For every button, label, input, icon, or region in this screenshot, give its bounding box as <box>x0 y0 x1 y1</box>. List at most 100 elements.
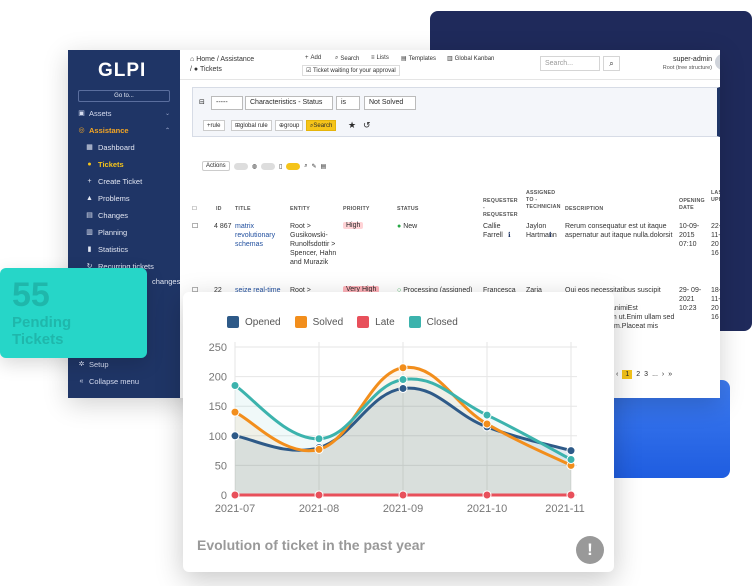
next-page-icon[interactable]: › <box>661 371 665 378</box>
legend-item[interactable]: Late <box>357 316 395 328</box>
ticket-title-link[interactable]: matrix revolutionary schemas <box>235 223 276 248</box>
glpi-logo: GLPI <box>98 60 147 81</box>
breadcrumb-assistance[interactable]: Assistance <box>220 56 255 63</box>
star-icon[interactable]: ★ <box>348 120 357 130</box>
legend-item[interactable]: Opened <box>227 316 281 328</box>
globe-icon[interactable]: ◍ <box>251 163 257 170</box>
ticket-waiting-link[interactable]: ☑ Ticket waiting for your approval <box>302 65 400 76</box>
assigned-technician[interactable]: Jaylon Hartmann <box>526 223 557 239</box>
add-rule-button[interactable]: +rule <box>203 120 225 131</box>
status-processing-icon: ○ <box>397 287 402 294</box>
rule-label: rule <box>210 123 221 129</box>
actions-button[interactable]: Actions <box>202 161 230 171</box>
breadcrumb-tickets[interactable]: Tickets <box>199 66 222 73</box>
sidebar-section-setup[interactable]: ✲ Setup <box>78 357 174 371</box>
data-point <box>230 407 240 417</box>
data-point <box>482 490 492 500</box>
sidebar-item-label: changes <box>152 276 181 286</box>
waiting-label: Ticket waiting for your approval <box>312 68 396 74</box>
sidebar-item-label: Problems <box>98 193 130 203</box>
sidebar-item-recurring-changes[interactable]: changes <box>152 274 244 288</box>
assigned-technician[interactable]: Zaria <box>526 287 542 294</box>
select-all-checkbox[interactable]: ☐ <box>192 206 197 212</box>
status-cell: ● New <box>397 222 417 231</box>
ticket-icon: ● <box>193 66 199 73</box>
column-header-priority[interactable]: PRIORITY <box>343 206 370 212</box>
sidebar-item-problems[interactable]: ▲ Problems <box>86 191 178 205</box>
page-3-button[interactable]: 3 <box>644 371 649 378</box>
column-header-requester[interactable]: REQUESTER - REQUESTER <box>483 198 518 218</box>
field-select[interactable]: Characteristics - Status <box>245 96 333 110</box>
lists-button[interactable]: ≡ Lists <box>368 54 392 62</box>
column-header-id[interactable]: ID <box>216 206 222 212</box>
sidebar-item-changes[interactable]: ▤ Changes <box>86 208 178 222</box>
condition-select[interactable]: is <box>336 96 360 110</box>
sidebar-section-assistance[interactable]: ◎ Assistance ⌃ <box>78 123 174 137</box>
filter-toggle[interactable] <box>286 162 301 170</box>
sidebar-item-create-ticket[interactable]: + Create Ticket <box>86 174 178 188</box>
sidebar-item-tickets[interactable]: ● Tickets <box>86 157 178 171</box>
column-header-title[interactable]: TITLE <box>235 206 251 212</box>
collapse-menu-button[interactable]: « Collapse menu <box>78 374 174 388</box>
sidebar-item-statistics[interactable]: ▮ Statistics <box>86 242 178 256</box>
add-group-button[interactable]: ⊕group <box>275 120 304 131</box>
global-rule-label: global rule <box>240 123 268 129</box>
info-icon[interactable]: ℹ <box>508 232 511 239</box>
column-header-status[interactable]: STATUS <box>397 206 419 212</box>
search-icon[interactable]: ⌕ <box>304 162 308 169</box>
avatar[interactable] <box>715 54 720 70</box>
global-search-input[interactable]: Search... <box>540 56 600 71</box>
sidebar-item-dashboard[interactable]: ▦ Dashboard <box>86 140 178 154</box>
ticket-evolution-chart-card: Opened Solved Late Closed 0 50 100 150 200 25… <box>183 292 614 572</box>
legend-item[interactable]: Solved <box>294 316 343 328</box>
ticket-id: 22 <box>214 287 222 294</box>
breadcrumb-home[interactable]: Home <box>196 56 215 63</box>
value-select[interactable]: Not Solved <box>364 96 416 110</box>
search-icon[interactable]: ⌕ <box>603 56 620 71</box>
row-checkbox[interactable]: ☐ <box>192 223 199 230</box>
row-checkbox[interactable]: ☐ <box>192 287 199 294</box>
ticket-title-link[interactable]: seize real-time <box>235 287 281 294</box>
requester-name[interactable]: Francesca <box>483 287 516 294</box>
sidebar-item-recurring-tickets[interactable]: ↻ Recurring tickets <box>86 259 178 273</box>
sidebar-item-planning[interactable]: ▥ Planning <box>86 225 178 239</box>
column-header-entity[interactable]: ENTITY <box>290 206 311 212</box>
user-menu[interactable]: super-admin Root (tree structure) <box>652 55 712 73</box>
search-button[interactable]: ⌕ Search <box>332 54 362 63</box>
page-1-button[interactable]: 1 <box>622 370 633 379</box>
goto-button[interactable]: Go to... <box>78 90 170 102</box>
alert-icon[interactable]: ! <box>576 536 604 564</box>
column-header-assigned[interactable]: ASSIGNED TO - TECHNICIAN <box>526 190 561 210</box>
column-header-description[interactable]: DESCRIPTION <box>565 206 604 212</box>
page-2-button[interactable]: 2 <box>636 371 641 378</box>
templates-button[interactable]: ▤ Templates <box>398 54 439 63</box>
last-page-icon[interactable]: » <box>668 371 673 378</box>
reset-icon[interactable]: ↺ <box>363 120 371 130</box>
line-chart: 0 50 100 150 200 250 2021-07 2021-08 2021-09 2021… <box>209 342 585 515</box>
export-icon[interactable]: ▤ <box>320 163 327 170</box>
recurring-icon: ↻ <box>86 263 93 270</box>
trash-toggle[interactable] <box>233 162 248 170</box>
requester-name[interactable]: Callie Farrell <box>483 223 503 239</box>
column-header-last-update[interactable]: LAS UPI <box>711 190 720 203</box>
templates-label: Templates <box>408 55 437 62</box>
add-global-rule-button[interactable]: ⊞global rule <box>231 120 272 131</box>
sidebar-section-assets[interactable]: ▣ Assets ⌄ <box>78 106 174 120</box>
status-text: Processing (assigned) <box>403 287 473 294</box>
search-submit-button[interactable]: ⌕Search <box>306 120 337 131</box>
x-tick-label: 2021-07 <box>215 503 255 515</box>
deleted-toggle[interactable] <box>260 162 275 170</box>
add-button[interactable]: + Add <box>302 54 324 62</box>
kanban-button[interactable]: ▥ Global Kanban <box>444 54 497 63</box>
pending-tickets-label: Pending Tickets <box>12 314 72 348</box>
collapse-label: Collapse menu <box>89 376 140 386</box>
criteria-toggle-icon[interactable]: ⊟ <box>199 99 205 106</box>
prev-page-icon[interactable]: ‹ <box>616 371 619 378</box>
series-area <box>235 367 571 495</box>
status-new-icon: ● <box>397 223 402 230</box>
wrench-icon[interactable]: ✎ <box>311 163 317 170</box>
info-icon[interactable]: ℹ <box>549 232 552 239</box>
logical-operator-select[interactable]: ----- <box>211 96 243 110</box>
legend-item[interactable]: Closed <box>408 316 458 328</box>
column-header-opening-date[interactable]: OPENING DATE <box>679 198 705 211</box>
